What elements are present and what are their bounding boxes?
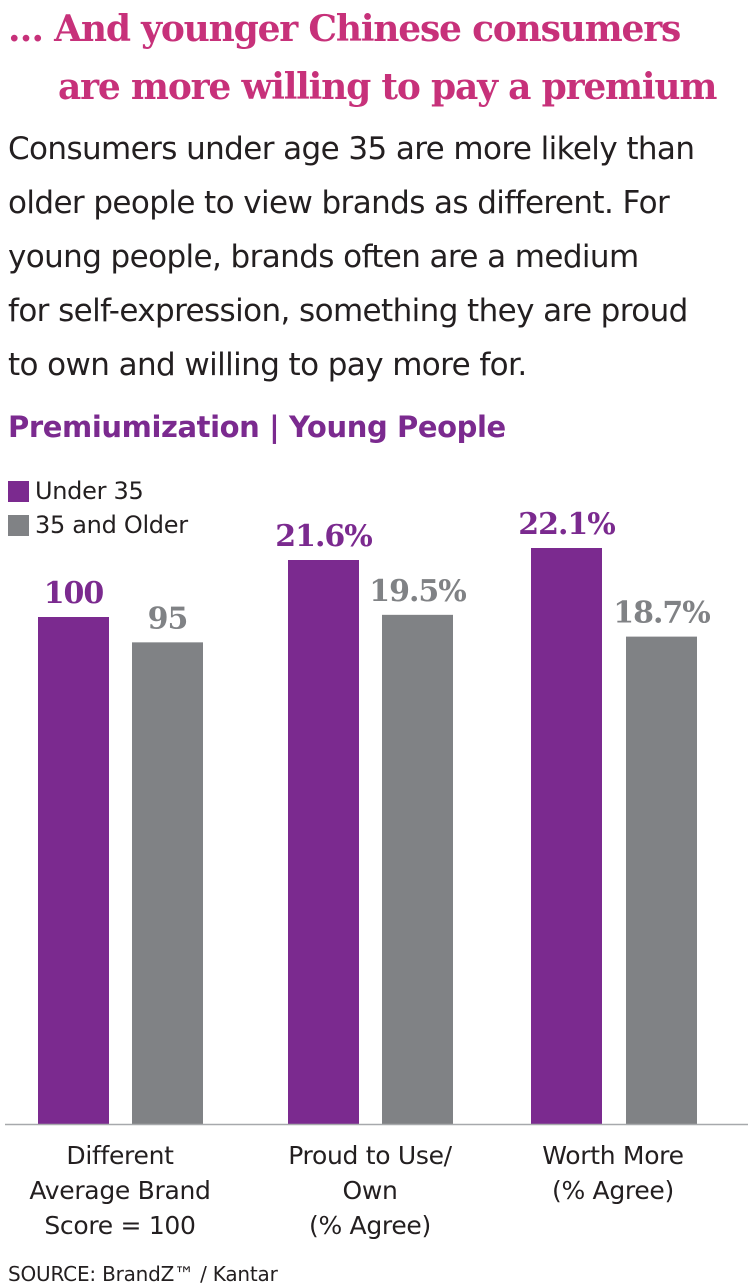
headline-line-1: … And younger Chinese consumers (8, 8, 681, 50)
legend-label-35-and-older: 35 and Older (35, 511, 188, 539)
bar-35-and-older-group-1 (132, 642, 203, 1124)
category-label-line: (% Agree) (309, 1211, 431, 1240)
legend-label-under-35: Under 35 (35, 477, 144, 505)
category-label-different-average-brand: Different Average Brand Score = 100 (10, 1138, 230, 1243)
intro-line-5: to own and willing to pay more for. (8, 347, 527, 383)
headline-line-2: are more willing to pay a premium (58, 66, 717, 108)
category-label-proud-to-use-own: Proud to Use/ Own (% Agree) (260, 1138, 480, 1243)
chart-legend: Under 35 35 and Older (8, 474, 188, 542)
legend-item-under-35: Under 35 (8, 474, 188, 508)
intro-paragraph: Consumers under age 35 are more likely t… (8, 122, 753, 392)
bar-under-35-group-2 (288, 560, 359, 1124)
legend-swatch-under-35 (8, 480, 29, 502)
intro-line-2: older people to view brands as different… (8, 185, 670, 221)
category-label-line: Proud to Use/ (288, 1141, 452, 1170)
data-label-under-35-group-3: 22.1% (518, 507, 615, 542)
headline: … And younger Chinese consumers are more… (8, 0, 753, 116)
category-label-line: Worth More (542, 1141, 684, 1170)
legend-item-35-and-older: 35 and Older (8, 508, 188, 542)
intro-line-3: young people, brands often are a medium (8, 239, 639, 275)
category-label-line: (% Agree) (552, 1176, 674, 1205)
intro-line-1: Consumers under age 35 are more likely t… (8, 131, 695, 167)
data-label-35-and-older-group-1: 95 (148, 601, 188, 636)
source-note: SOURCE: BrandZ™ / Kantar (8, 1262, 278, 1286)
category-label-line: Own (342, 1176, 398, 1205)
data-label-under-35-group-2: 21.6% (275, 519, 372, 554)
data-label-under-35-group-1: 100 (44, 576, 104, 611)
bar-35-and-older-group-3 (626, 636, 697, 1124)
category-label-line: Score = 100 (44, 1211, 196, 1240)
data-label-35-and-older-group-3: 18.7% (613, 596, 710, 631)
category-label-worth-more: Worth More (% Agree) (503, 1138, 723, 1208)
legend-swatch-35-and-older (8, 514, 29, 536)
bar-35-and-older-group-2 (382, 614, 453, 1124)
category-label-line: Different (66, 1141, 174, 1170)
chart-title: Premiumization | Young People (8, 410, 506, 444)
bar-under-35-group-3 (531, 548, 602, 1124)
category-label-line: Average Brand (29, 1176, 211, 1205)
data-label-35-and-older-group-2: 19.5% (369, 574, 466, 609)
intro-line-4: for self-expression, something they are … (8, 293, 688, 329)
bar-under-35-group-1 (38, 617, 109, 1124)
